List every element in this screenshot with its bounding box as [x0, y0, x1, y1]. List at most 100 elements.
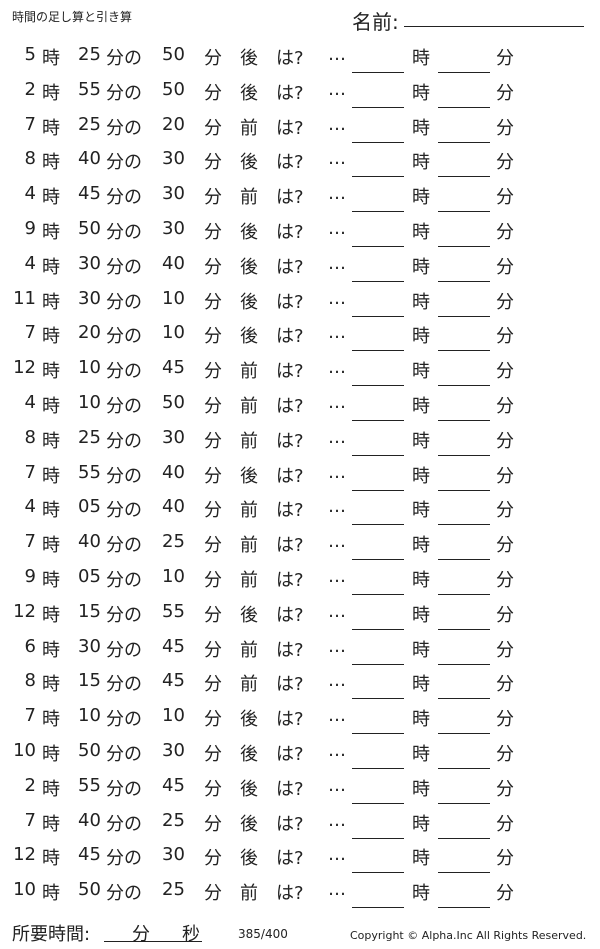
hour-unit: 時 [42, 604, 60, 626]
answer-minute-blank[interactable] [438, 907, 490, 909]
answer-hour-blank[interactable] [352, 802, 404, 804]
answer-minute-blank[interactable] [438, 559, 490, 561]
answer-minute-blank[interactable] [438, 211, 490, 213]
answer-minute-blank[interactable] [438, 837, 490, 839]
answer-minute-blank[interactable] [438, 768, 490, 769]
question-label: は? [276, 500, 304, 522]
ellipsis: … [328, 78, 346, 100]
problem-row: 8 時 40 分の 30 分後は?… 時分 [0, 148, 600, 178]
answer-minute-blank[interactable] [438, 420, 490, 421]
direction-label: 前 [240, 883, 258, 905]
delta-unit: 分 [204, 535, 222, 557]
answer-minute-blank[interactable] [438, 594, 490, 595]
answer-hour-blank[interactable] [352, 454, 404, 456]
hour-unit: 時 [42, 361, 60, 383]
answer-hour-blank[interactable] [352, 72, 404, 73]
minute-of-label: 分の [106, 48, 142, 69]
ellipsis: … [328, 148, 346, 170]
problem-row: 7 時 55 分の 40 分後は?… 時分 [0, 462, 600, 492]
answer-hour-blank[interactable] [352, 350, 404, 352]
answer-minute-blank[interactable] [438, 385, 490, 387]
delta-unit: 分 [204, 291, 222, 313]
answer-hour-unit: 時 [412, 604, 430, 626]
answer-minute-blank[interactable] [438, 280, 490, 282]
answer-hour-blank[interactable] [352, 628, 404, 630]
answer-hour-blank[interactable] [352, 663, 404, 665]
answer-minute-blank[interactable] [438, 176, 490, 178]
minute-value: 40 [78, 148, 101, 170]
answer-hour-blank[interactable] [352, 420, 404, 421]
ellipsis: … [328, 705, 346, 727]
answer-minute-blank[interactable] [438, 350, 490, 352]
minute-of-label: 分の [106, 639, 142, 661]
minute-value: 05 [78, 566, 101, 587]
delta-value: 55 [162, 600, 185, 622]
answer-minute-unit: 分 [496, 778, 514, 800]
answer-hour-blank[interactable] [352, 176, 404, 178]
minute-value: 45 [78, 183, 101, 205]
answer-hour-blank[interactable] [352, 246, 404, 247]
answer-hour-blank[interactable] [352, 733, 404, 735]
answer-hour-blank[interactable] [352, 559, 404, 561]
answer-hour-unit: 時 [412, 813, 430, 835]
answer-hour-blank[interactable] [352, 837, 404, 839]
answer-minute-blank[interactable] [438, 628, 490, 630]
answer-hour-blank[interactable] [352, 698, 404, 700]
copyright: Copyright © Alpha.Inc All Rights Reserve… [350, 929, 587, 942]
answer-hour-blank[interactable] [352, 489, 404, 491]
minute-value: 10 [78, 705, 101, 727]
answer-minute-unit: 分 [496, 291, 514, 313]
minute-value: 50 [78, 740, 101, 761]
problem-row: 6 時 30 分の 45 分前は?… 時分 [0, 636, 600, 666]
time-required-label: 所要時間: [12, 924, 91, 945]
minute-value: 25 [78, 113, 101, 135]
problem-row: 7 時 10 分の 10 分後は?… 時分 [0, 705, 600, 735]
hour-value: 7 [24, 809, 36, 831]
answer-minute-blank[interactable] [438, 141, 490, 143]
question-label: は? [276, 222, 304, 243]
answer-hour-blank[interactable] [352, 768, 404, 769]
answer-minute-blank[interactable] [438, 802, 490, 804]
answer-hour-blank[interactable] [352, 280, 404, 282]
answer-hour-blank[interactable] [352, 141, 404, 143]
answer-minute-blank[interactable] [438, 315, 490, 317]
answer-minute-blank[interactable] [438, 454, 490, 456]
answer-minute-blank[interactable] [438, 246, 490, 247]
answer-hour-unit: 時 [412, 152, 430, 174]
answer-minute-blank[interactable] [438, 489, 490, 491]
answer-hour-blank[interactable] [352, 211, 404, 213]
question-label: は? [276, 396, 304, 417]
answer-minute-unit: 分 [496, 535, 514, 557]
answer-minute-unit: 分 [496, 500, 514, 522]
answer-minute-blank[interactable] [438, 106, 490, 108]
answer-hour-blank[interactable] [352, 907, 404, 909]
answer-minute-blank[interactable] [438, 733, 490, 735]
answer-minute-blank[interactable] [438, 872, 490, 874]
hour-value: 2 [24, 774, 36, 796]
ellipsis: … [328, 426, 346, 448]
answer-minute-blank[interactable] [438, 663, 490, 665]
answer-hour-blank[interactable] [352, 524, 404, 526]
direction-label: 前 [240, 361, 258, 383]
time-required-field[interactable] [104, 941, 202, 942]
answer-hour-blank[interactable] [352, 385, 404, 387]
answer-hour-blank[interactable] [352, 594, 404, 595]
direction-label: 後 [240, 82, 258, 104]
answer-minute-blank[interactable] [438, 698, 490, 700]
problem-row: 4 時 05 分の 40 分前は?… 時分 [0, 496, 600, 526]
hour-value: 10 [13, 740, 36, 761]
problem-row: 4 時 45 分の 30 分前は?… 時分 [0, 183, 600, 213]
answer-minute-blank[interactable] [438, 72, 490, 73]
name-field[interactable] [404, 26, 584, 27]
delta-value: 40 [162, 252, 185, 274]
answer-hour-blank[interactable] [352, 106, 404, 108]
answer-hour-blank[interactable] [352, 872, 404, 874]
answer-hour-blank[interactable] [352, 315, 404, 317]
direction-label: 後 [240, 848, 258, 870]
problem-row: 12 時 15 分の 55 分後は?… 時分 [0, 601, 600, 631]
minute-value: 15 [78, 670, 101, 692]
delta-unit: 分 [204, 396, 222, 417]
ellipsis: … [328, 774, 346, 796]
answer-minute-blank[interactable] [438, 524, 490, 526]
